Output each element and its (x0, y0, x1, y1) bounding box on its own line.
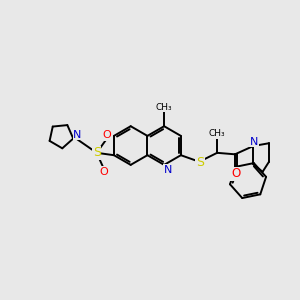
Text: CH₃: CH₃ (156, 103, 172, 112)
Text: N: N (250, 136, 258, 146)
Text: O: O (102, 130, 111, 140)
Text: N: N (73, 130, 82, 140)
Text: O: O (100, 167, 108, 176)
Text: S: S (196, 156, 204, 169)
Text: N: N (164, 165, 172, 175)
Text: O: O (231, 167, 240, 180)
Text: S: S (93, 146, 101, 159)
Text: CH₃: CH₃ (209, 129, 225, 138)
